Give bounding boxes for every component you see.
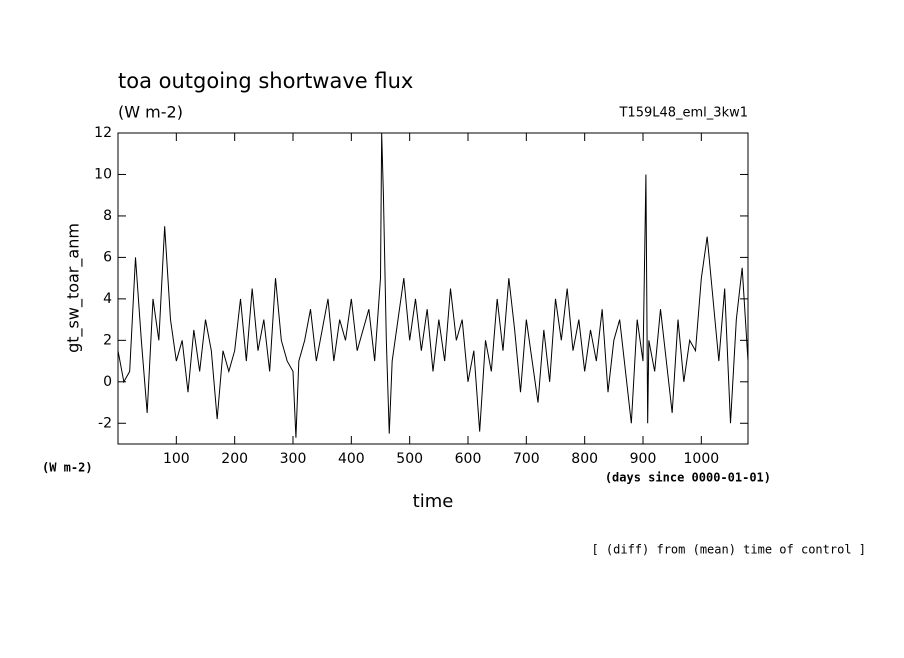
x-tick-label: 700 — [513, 451, 540, 467]
y-tick-label: 12 — [94, 125, 112, 141]
y-tick-label: -2 — [98, 415, 112, 431]
x-units: (days since 0000-01-01) — [605, 471, 771, 485]
units: (W m-2) — [118, 103, 183, 122]
x-tick-label: 400 — [338, 451, 365, 467]
y-axis-label: gt_sw_toar_anm — [64, 223, 84, 353]
x-tick-label: 200 — [221, 451, 248, 467]
x-tick-label: 1000 — [684, 451, 720, 467]
y-tick-label: 4 — [103, 291, 112, 307]
x-tick-label: 100 — [163, 451, 190, 467]
x-tick-label: 900 — [630, 451, 657, 467]
y-tick-label: 0 — [103, 374, 112, 390]
line-series — [117, 132, 749, 438]
y-tick-label: 8 — [103, 208, 112, 224]
x-tick-label: 800 — [571, 451, 598, 467]
plot-frame — [117, 132, 749, 445]
y-tick-label: 2 — [103, 332, 112, 348]
x-tick-label: 600 — [455, 451, 482, 467]
y-units: (W m-2) — [42, 461, 93, 475]
y-tick-label: 10 — [94, 166, 112, 182]
footnote: [ (diff) from (mean) time of control ] — [591, 543, 866, 557]
x-tick-label: 300 — [280, 451, 307, 467]
y-tick-label: 6 — [103, 249, 112, 265]
run-name: T159L48_eml_3kw1 — [618, 106, 748, 121]
chart-title: toa outgoing shortwave flux — [118, 69, 413, 93]
x-axis-label: time — [413, 491, 454, 512]
x-tick-label: 500 — [396, 451, 423, 467]
